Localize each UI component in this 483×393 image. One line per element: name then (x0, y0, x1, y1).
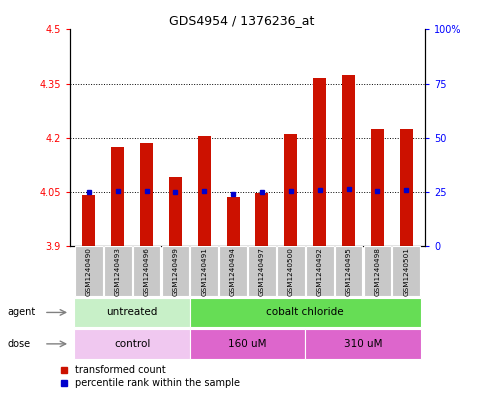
Bar (227, 197, 240, 246)
Bar (392, 246, 420, 296)
Text: dose: dose (7, 339, 30, 349)
Bar (256, 193, 269, 246)
Bar (364, 246, 391, 296)
Bar (111, 147, 124, 246)
Bar (190, 298, 421, 327)
Text: 310 uM: 310 uM (344, 339, 382, 349)
Text: GSM1240491: GSM1240491 (201, 247, 207, 296)
Text: GSM1240497: GSM1240497 (259, 247, 265, 296)
Text: transformed count: transformed count (75, 365, 166, 375)
Bar (277, 246, 305, 296)
Bar (284, 134, 298, 246)
Text: GDS4954 / 1376236_at: GDS4954 / 1376236_at (169, 14, 314, 27)
Bar (248, 246, 276, 296)
Bar (342, 75, 355, 246)
Bar (371, 129, 384, 246)
Bar (190, 246, 218, 296)
Text: GSM1240494: GSM1240494 (230, 247, 236, 296)
Text: GSM1240499: GSM1240499 (172, 247, 178, 296)
Bar (400, 129, 413, 246)
Text: agent: agent (7, 307, 35, 318)
Text: GSM1240500: GSM1240500 (288, 247, 294, 296)
Bar (305, 329, 421, 359)
Text: GSM1240496: GSM1240496 (143, 247, 150, 296)
Bar (161, 246, 189, 296)
Bar (198, 136, 211, 246)
Bar (306, 246, 334, 296)
Text: GSM1240498: GSM1240498 (374, 247, 381, 296)
Bar (74, 329, 190, 359)
Bar (82, 195, 95, 246)
Bar (75, 246, 103, 296)
Bar (169, 177, 182, 246)
Text: GSM1240492: GSM1240492 (317, 247, 323, 296)
Bar (313, 78, 326, 246)
Text: GSM1240501: GSM1240501 (403, 247, 409, 296)
Bar (133, 246, 160, 296)
Bar (140, 143, 153, 246)
Text: untreated: untreated (106, 307, 158, 318)
Text: cobalt chloride: cobalt chloride (267, 307, 344, 318)
Text: 160 uM: 160 uM (228, 339, 267, 349)
Bar (190, 329, 305, 359)
Text: GSM1240495: GSM1240495 (345, 247, 352, 296)
Text: GSM1240493: GSM1240493 (114, 247, 121, 296)
Bar (219, 246, 247, 296)
Text: GSM1240490: GSM1240490 (86, 247, 92, 296)
Bar (335, 246, 362, 296)
Text: control: control (114, 339, 150, 349)
Bar (104, 246, 131, 296)
Text: percentile rank within the sample: percentile rank within the sample (75, 378, 240, 388)
Bar (74, 298, 190, 327)
